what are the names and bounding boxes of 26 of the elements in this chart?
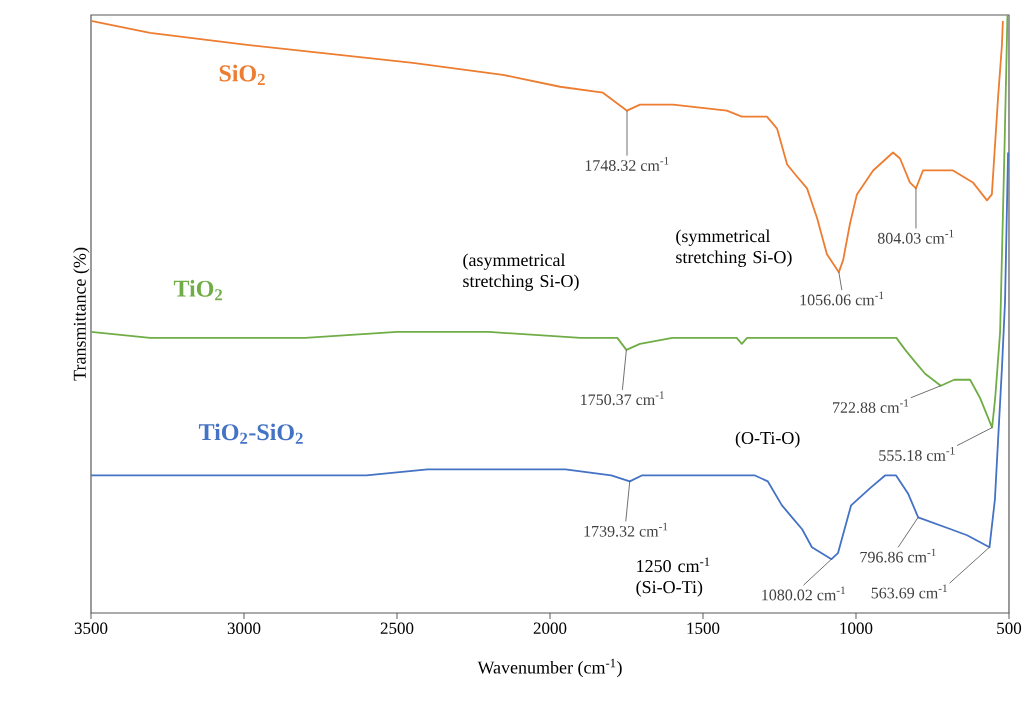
series-label: TiO$_{2}$: [173, 279, 223, 301]
x-tick-label: 1000: [840, 622, 873, 634]
x-tick-label: 3000: [227, 622, 261, 634]
x-tick-label: 500: [997, 622, 1022, 634]
annotation: 555.18 cm$^{-1}$: [879, 447, 955, 461]
annotation: 1748.32 cm$^{-1}$: [585, 157, 669, 171]
annotation: (asymmetrical stretching Si-O): [463, 253, 579, 291]
annotation: 796.86 cm$^{-1}$: [860, 548, 936, 563]
annotation: 563.69 cm$^{-1}$: [871, 584, 947, 599]
annotation: 1056.06 cm$^{-1}$: [800, 291, 884, 306]
annotation: 722.88 cm$^{-1}$: [833, 399, 909, 414]
x-axis-title: Wavenumber (cm$^{-1}$): [477, 658, 622, 678]
annotation: 1739.32 cm$^{-1}$: [584, 522, 668, 537]
series-label: SiO$_{2}$: [219, 64, 265, 85]
x-tick-label: 1500: [687, 622, 720, 634]
annotation: 1750.37 cm$^{-1}$: [581, 391, 664, 406]
x-tick-label: 3500: [74, 622, 108, 634]
y-axis-title: Transmittance (%): [73, 247, 90, 381]
x-tick-label: 2500: [380, 622, 414, 634]
x-tick-label: 2000: [533, 622, 567, 634]
annotation: 804.03 cm$^{-1}$: [877, 229, 954, 244]
annotation: (symmetrical stretching Si-O): [676, 229, 792, 267]
annotation: (O-Ti-O): [735, 431, 800, 448]
annotation: 1250 cm$^{-1}$ (Si-O-Ti): [636, 557, 710, 597]
annotation: 1080.02 cm$^{-1}$: [762, 586, 846, 601]
series-label: TiO$_{2}$-SiO$_{2}$: [198, 423, 303, 444]
